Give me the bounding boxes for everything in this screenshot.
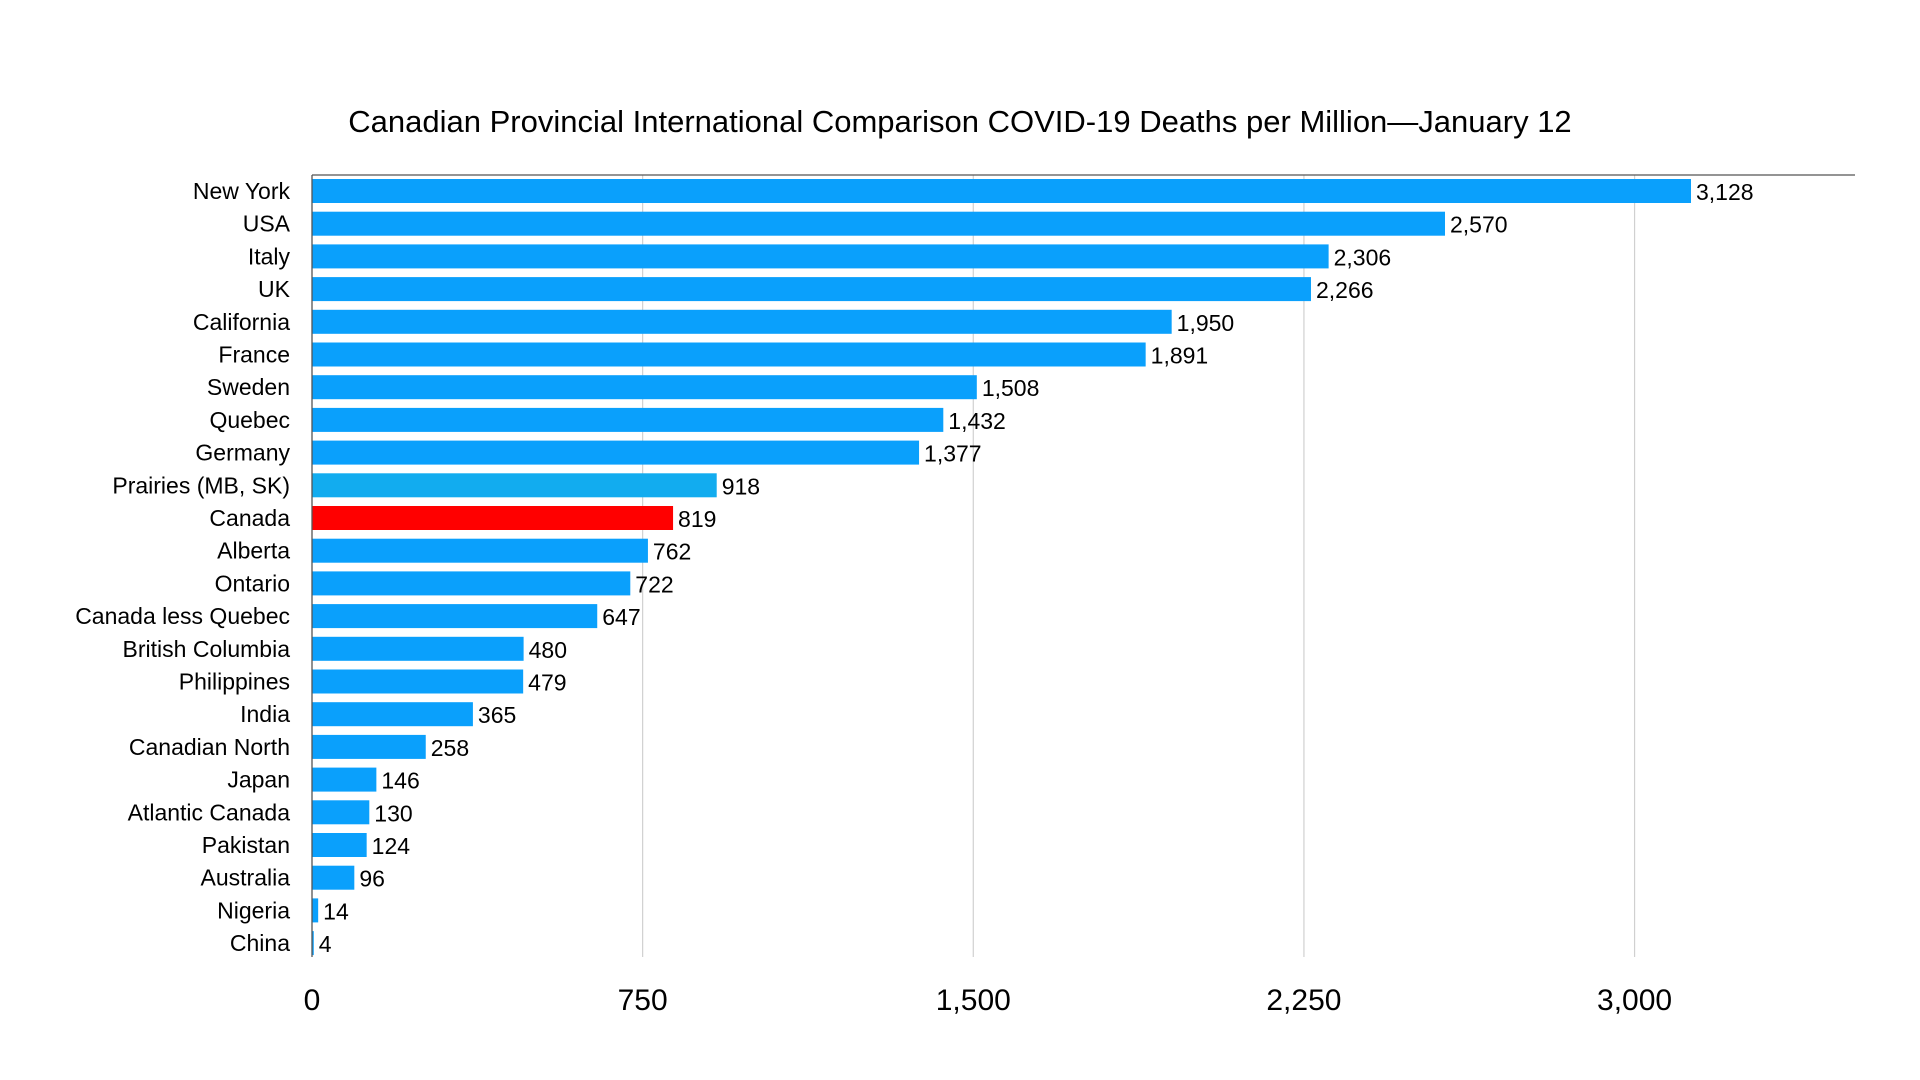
category-label-australia: Australia [201, 865, 291, 891]
bar-germany [312, 440, 920, 465]
bar-uk [312, 277, 1311, 302]
bar-sweden [312, 375, 977, 400]
bar-italy [312, 244, 1329, 269]
value-label-australia: 96 [359, 866, 385, 892]
value-label-usa: 2,570 [1450, 212, 1508, 238]
category-label-canada: Canada [209, 505, 290, 531]
x-tick-label-3000: 3,000 [1597, 984, 1672, 1017]
bar-atlantic-canada [312, 800, 370, 825]
category-label-nigeria: Nigeria [217, 897, 290, 923]
category-labels: New York USA Italy UK California France Sweden… [75, 178, 290, 956]
bar-british-columbia [312, 636, 524, 661]
category-label-canadian-north: Canadian North [129, 734, 290, 760]
category-label-alberta: Alberta [217, 538, 290, 564]
category-label-sweden: Sweden [207, 374, 290, 400]
category-label-quebec: Quebec [209, 407, 290, 433]
bar-pakistan [312, 833, 367, 857]
bar-ontario [312, 571, 631, 596]
value-label-new-york: 3,128 [1696, 179, 1754, 205]
value-label-philippines: 479 [528, 670, 566, 696]
bar-quebec [312, 407, 944, 432]
bars [312, 179, 1692, 956]
x-tick-label-2250: 2,250 [1266, 984, 1341, 1017]
category-label-prairies-mb-sk: Prairies (MB, SK) [112, 472, 290, 498]
x-tick-label-750: 750 [618, 984, 668, 1017]
value-label-sweden: 1,508 [982, 375, 1040, 401]
value-label-prairies-mb-sk: 918 [722, 473, 760, 499]
category-label-germany: Germany [195, 440, 290, 466]
category-label-china: China [230, 930, 290, 956]
bar-philippines [312, 669, 524, 694]
bar-france [312, 342, 1146, 367]
category-label-philippines: Philippines [179, 669, 290, 695]
bar-new-york [312, 179, 1692, 203]
value-label-atlantic-canada: 130 [374, 800, 412, 826]
bar-usa [312, 211, 1446, 236]
category-label-india: India [240, 701, 290, 727]
value-label-pakistan: 124 [372, 833, 411, 859]
bar-canadian-north [312, 734, 426, 759]
value-label-uk: 2,266 [1316, 277, 1374, 303]
category-label-uk: UK [258, 276, 291, 302]
value-label-canada: 819 [678, 506, 716, 532]
grid-lines [642, 175, 1636, 957]
category-label-italy: Italy [248, 243, 291, 269]
value-label-germany: 1,377 [924, 441, 982, 467]
category-label-japan: Japan [227, 767, 290, 793]
value-label-british-columbia: 480 [529, 637, 567, 663]
bar-alberta [312, 538, 648, 563]
bar-canada-less-quebec [312, 604, 598, 629]
value-label-alberta: 762 [653, 539, 691, 565]
x-tick-labels: 0 750 1,500 2,250 3,000 [304, 984, 1672, 1017]
chart-title: Canadian Provincial International Compar… [348, 104, 1572, 139]
value-label-nigeria: 14 [323, 898, 349, 924]
value-label-quebec: 1,432 [948, 408, 1006, 434]
value-label-india: 365 [478, 702, 516, 728]
bar-australia [312, 865, 355, 890]
value-label-canadian-north: 258 [431, 735, 469, 761]
bar-prairies-mb-sk [312, 473, 717, 498]
category-label-atlantic-canada: Atlantic Canada [128, 799, 291, 825]
category-label-ontario: Ontario [215, 570, 290, 596]
category-label-california: California [193, 309, 290, 335]
category-label-british-columbia: British Columbia [123, 636, 291, 662]
bar-california [312, 309, 1172, 334]
value-label-ontario: 722 [635, 571, 673, 597]
category-label-canada-less-quebec: Canada less Quebec [75, 603, 290, 629]
x-tick-label-0: 0 [304, 984, 321, 1017]
x-tick-label-1500: 1,500 [936, 984, 1011, 1017]
value-label-china: 4 [319, 931, 332, 957]
bar-nigeria [312, 898, 319, 923]
value-label-california: 1,950 [1177, 310, 1235, 336]
value-label-japan: 146 [381, 768, 419, 794]
category-label-pakistan: Pakistan [202, 832, 290, 858]
bar-japan [312, 767, 377, 792]
value-label-italy: 2,306 [1334, 244, 1392, 270]
bar-china [312, 931, 314, 956]
bar-india [312, 702, 473, 727]
category-label-france: France [218, 342, 290, 368]
value-labels: 3,128 2,570 2,306 2,266 1,950 1,891 1,508 1,432… [319, 179, 1754, 957]
value-label-france: 1,891 [1151, 343, 1209, 369]
category-label-usa: USA [243, 211, 291, 237]
category-label-new-york: New York [193, 178, 291, 204]
value-label-canada-less-quebec: 647 [602, 604, 640, 630]
bar-canada [312, 506, 674, 530]
